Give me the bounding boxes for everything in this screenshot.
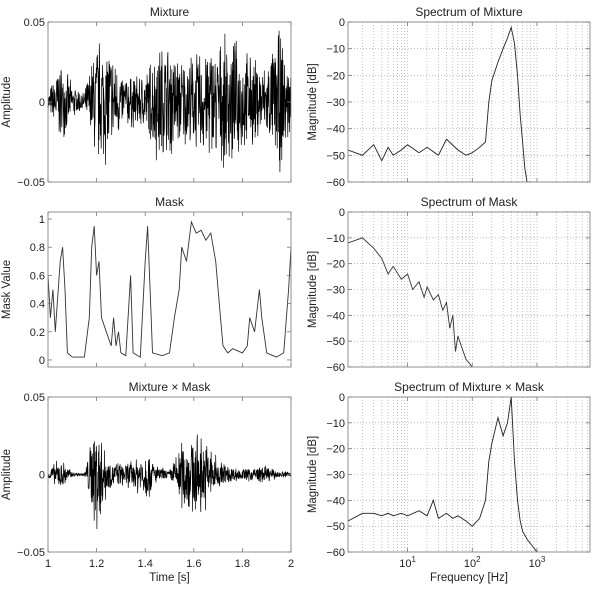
y-tick-label: −10 bbox=[326, 418, 345, 430]
x-axis-label: Time [s] bbox=[149, 572, 189, 584]
grid bbox=[348, 211, 590, 368]
waveform-line bbox=[48, 434, 291, 530]
y-axis-label: Magnitude [dB] bbox=[307, 436, 319, 513]
x-tick-label: 1.4 bbox=[138, 558, 153, 570]
chart-title: Spectrum of Mask bbox=[421, 195, 519, 209]
series bbox=[348, 237, 473, 367]
y-tick-label: 0.6 bbox=[30, 270, 45, 282]
plot-area bbox=[48, 212, 291, 367]
x-tick-label: 102 bbox=[464, 555, 481, 570]
x-tick-label: 1 bbox=[45, 558, 51, 570]
y-tick-label: 1 bbox=[39, 214, 45, 226]
y-tick-label: 0.2 bbox=[30, 327, 45, 339]
x-tick-exponent: 1 bbox=[411, 555, 416, 564]
y-tick-label: −30 bbox=[326, 97, 345, 109]
chart-title: Mixture × Mask bbox=[129, 380, 212, 394]
y-tick-label: −40 bbox=[326, 495, 345, 507]
waveform bbox=[48, 434, 291, 530]
y-tick-label: −20 bbox=[326, 259, 345, 271]
series-line bbox=[48, 220, 291, 358]
y-tick-label: −0.05 bbox=[17, 177, 45, 189]
y-axis-label: Magnitude [dB] bbox=[307, 63, 319, 140]
y-tick-label: 0 bbox=[39, 470, 45, 482]
subplot-3: 1 1.2 1.4 1.6 1.8 2 −0.05 0 0.05 Mixture × Mask Am… bbox=[1, 380, 294, 584]
y-tick-label: 0 bbox=[339, 207, 345, 219]
y-tick-label: −60 bbox=[326, 362, 345, 374]
y-tick-label: −30 bbox=[326, 285, 345, 297]
series-line bbox=[348, 25, 531, 182]
y-tick-label: −30 bbox=[326, 470, 345, 482]
y-tick-label: 0.05 bbox=[24, 392, 45, 404]
subplot-2: 0 0.2 0.4 0.6 0.8 1 Mask Mask Value bbox=[1, 195, 292, 368]
y-tick-label: −0.05 bbox=[17, 547, 45, 559]
series bbox=[48, 220, 291, 358]
y-tick-label: −50 bbox=[326, 521, 345, 533]
y-axis-label: Amplitude bbox=[1, 76, 13, 127]
x-tick-label: 1.8 bbox=[235, 558, 250, 570]
y-tick-label: −60 bbox=[326, 547, 345, 559]
chart-title: Spectrum of Mixture bbox=[415, 5, 523, 19]
y-axis-label: Mask Value bbox=[1, 260, 13, 319]
y-tick-label: −10 bbox=[326, 44, 345, 56]
y-tick-label: −40 bbox=[326, 124, 345, 136]
waveform bbox=[48, 30, 291, 173]
y-tick-label: 0 bbox=[339, 17, 345, 29]
series bbox=[348, 25, 531, 182]
waveform-line bbox=[48, 30, 291, 173]
chart-title: Mixture bbox=[150, 5, 190, 19]
x-tick-label: 103 bbox=[529, 555, 546, 570]
plot-area bbox=[48, 397, 291, 552]
y-axis-label: Magnitude [dB] bbox=[307, 251, 319, 328]
x-tick-label: 1.6 bbox=[186, 558, 201, 570]
y-tick-label: −40 bbox=[326, 310, 345, 322]
chart-title: Spectrum of Mixture × Mask bbox=[394, 380, 545, 394]
series bbox=[348, 397, 538, 552]
y-tick-label: 0 bbox=[339, 392, 345, 404]
x-tick-label: 2 bbox=[288, 558, 294, 570]
y-tick-label: −20 bbox=[326, 70, 345, 82]
series-line bbox=[348, 397, 538, 552]
x-tick-label: 101 bbox=[399, 555, 416, 570]
x-tick-exponent: 3 bbox=[541, 555, 546, 564]
subplot-5: −60 −50 −40 −30 −20 −10 0 Spectrum of Mask Magni… bbox=[307, 195, 591, 374]
x-axis-label: Frequency [Hz] bbox=[430, 572, 508, 584]
y-tick-label: 0 bbox=[39, 355, 45, 367]
y-tick-label: 0 bbox=[39, 97, 45, 109]
series-line bbox=[348, 237, 473, 367]
y-tick-label: −20 bbox=[326, 444, 345, 456]
y-tick-label: 0.05 bbox=[24, 17, 45, 29]
y-tick-label: −60 bbox=[326, 177, 345, 189]
y-axis-label: Amplitude bbox=[1, 449, 13, 500]
subplot-1: −0.05 0 0.05 Mixture Amplitude bbox=[1, 5, 292, 189]
y-tick-label: 0.4 bbox=[30, 299, 45, 311]
subplot-4: −60 −50 −40 −30 −20 −10 0 Spectrum of Mixture Ma… bbox=[307, 5, 591, 189]
axes-frame bbox=[47, 211, 292, 368]
chart-title: Mask bbox=[155, 195, 185, 209]
x-tick-exponent: 2 bbox=[476, 555, 481, 564]
subplot-6: 101 102 103 −60 −50 −40 −30 −20 −10 0 Spectrum of … bbox=[307, 380, 591, 584]
x-tick-label: 1.2 bbox=[89, 558, 104, 570]
y-tick-label: −50 bbox=[326, 336, 345, 348]
y-tick-label: −10 bbox=[326, 233, 345, 245]
y-tick-label: −50 bbox=[326, 150, 345, 162]
y-tick-label: 0.8 bbox=[30, 242, 45, 254]
